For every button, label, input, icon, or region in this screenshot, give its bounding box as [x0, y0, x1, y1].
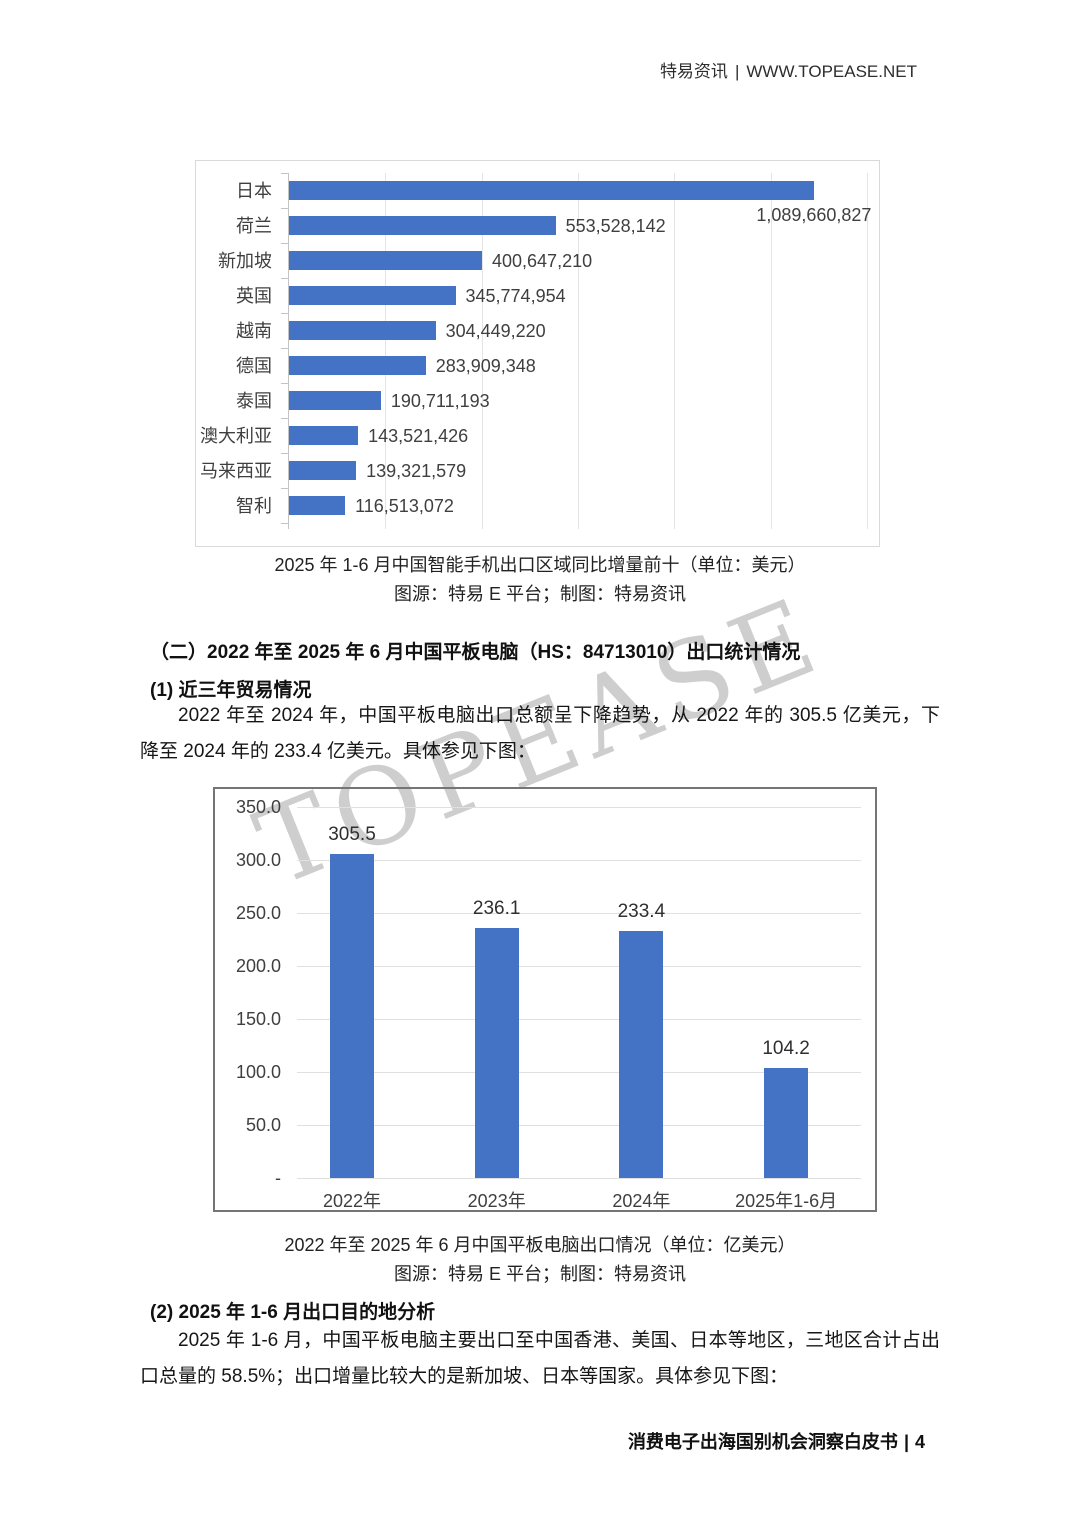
- gridline: [578, 173, 579, 529]
- chart-bar: [289, 181, 814, 200]
- chart2-title: 2022 年至 2025 年 6 月中国平板电脑出口情况（单位：亿美元）: [284, 1235, 796, 1255]
- axis-tick-mark: [281, 348, 289, 349]
- gridline: [297, 1072, 861, 1073]
- x-category-label: 2024年: [612, 1191, 671, 1211]
- brand-name: 特易资讯: [659, 62, 728, 81]
- gridline: [297, 1125, 861, 1126]
- value-label: 400,647,210: [492, 251, 593, 271]
- value-label: 345,774,954: [465, 286, 566, 306]
- chart-bar: [289, 496, 346, 515]
- value-label: 236.1: [472, 897, 521, 919]
- gridline: [385, 173, 387, 529]
- y-tick-label: -: [275, 1168, 281, 1188]
- page-header: 特易资讯 | WWW.TOPEASE.NET: [660, 57, 917, 82]
- gridline: [297, 913, 861, 914]
- value-label: 139,321,579: [366, 461, 467, 481]
- chart1-source: 图源：特易 E 平台；制图：特易资讯: [393, 584, 686, 604]
- gridline: [481, 173, 483, 529]
- category-label: 澳大利亚: [200, 426, 272, 446]
- axis-tick-mark: [281, 243, 289, 244]
- y-tick-label: 150.0: [235, 1009, 281, 1029]
- smartphone-export-bar-chart: 日本荷兰新加坡英国越南德国泰国澳大利亚马来西亚智利 1,089,660,827 5…: [195, 160, 880, 547]
- footer-title: 消费电子出海国别机会洞察白皮书: [627, 1432, 898, 1452]
- value-label: 283,909,348: [435, 356, 536, 376]
- y-tick-label: 50.0: [245, 1115, 281, 1135]
- site-url: WWW.TOPEASE.NET: [746, 62, 917, 81]
- gridline: [770, 173, 772, 529]
- section-heading: （二）2022 年至 2025 年 6 月中国平板电脑（HS：84713010）…: [150, 642, 801, 663]
- value-label: 553,528,142: [565, 216, 666, 236]
- chart-bar: [764, 1067, 809, 1178]
- gridline: [674, 173, 676, 529]
- category-label: 日本: [236, 181, 272, 201]
- category-label: 泰国: [236, 391, 272, 411]
- subsection-2-heading: (2) 2025 年 1-6 月出口目的地分析: [150, 1302, 436, 1323]
- y-tick-label: 250.0: [235, 903, 281, 923]
- chart-bar: [289, 391, 381, 410]
- chart-bar: [474, 927, 519, 1178]
- category-label: 智利: [236, 496, 272, 516]
- category-label: 越南: [236, 321, 272, 341]
- axis-tick-mark: [281, 488, 289, 489]
- category-label: 马来西亚: [200, 461, 272, 481]
- chart2-source: 图源：特易 E 平台；制图：特易资讯: [393, 1264, 686, 1284]
- axis-tick-mark: [281, 418, 289, 419]
- axis-tick-mark: [281, 383, 289, 384]
- x-category-label: 2023年: [467, 1191, 526, 1211]
- chart-bar: [330, 854, 374, 1178]
- tablet-export-bar-chart: 350.0 300.0 250.0 200.0 150.0 100.0 50.0 - 305.5…: [213, 787, 877, 1212]
- axis-tick-mark: [281, 313, 289, 314]
- gridline: [297, 807, 861, 808]
- value-label: 116,513,072: [355, 496, 454, 516]
- chart-bar: [289, 461, 357, 480]
- chart1-caption: 2025 年 1-6 月中国智能手机出口区域同比增量前十（单位：美元） 图源：特…: [140, 551, 940, 609]
- gridline: [867, 173, 868, 529]
- chart-bar: [289, 216, 556, 235]
- y-tick-label: 350.0: [235, 797, 281, 817]
- category-label: 英国: [236, 286, 272, 306]
- value-label: 190,711,193: [390, 391, 490, 411]
- value-label: 233.4: [617, 900, 666, 922]
- x-category-label: 2025年1-6月: [735, 1191, 838, 1211]
- gridline: [297, 1019, 861, 1020]
- axis-tick-mark: [281, 453, 289, 454]
- category-label: 荷兰: [236, 216, 272, 236]
- paragraph-destination-analysis: 2025 年 1-6 月，中国平板电脑主要出口至中国香港、美国、日本等地区，三地…: [140, 1330, 940, 1387]
- y-tick-label: 100.0: [235, 1062, 281, 1082]
- chart1-title: 2025 年 1-6 月中国智能手机出口区域同比增量前十（单位：美元）: [274, 555, 806, 575]
- subsection-1-heading: (1) 近三年贸易情况: [150, 680, 312, 701]
- y-tick-label: 200.0: [235, 956, 281, 976]
- axis-tick-mark: [281, 278, 289, 279]
- chart-bar: [289, 321, 436, 340]
- value-label: 104.2: [762, 1037, 810, 1059]
- value-label: 305.5: [328, 824, 376, 846]
- chart-bar: [289, 286, 456, 305]
- chart1-plot-area: 1,089,660,827 553,528,142 400,647,210 345,7…: [281, 173, 871, 529]
- chart-bar: [619, 930, 664, 1178]
- header-separator: |: [734, 62, 740, 81]
- category-label: 德国: [236, 356, 272, 376]
- gridline: [297, 966, 861, 967]
- chart-bar: [289, 356, 426, 375]
- axis-tick-mark: [281, 208, 289, 209]
- gridline: [297, 860, 861, 861]
- axis-tick-mark: [281, 523, 289, 524]
- value-label: 304,449,220: [445, 321, 546, 341]
- footer-page-number: 4: [914, 1432, 925, 1452]
- gridline: [297, 1178, 861, 1179]
- page-footer: 消费电子出海国别机会洞察白皮书 | 4: [628, 1428, 925, 1454]
- category-label: 新加坡: [218, 251, 272, 271]
- footer-separator: |: [903, 1432, 909, 1452]
- chart-bar: [289, 251, 482, 270]
- y-tick-label: 300.0: [235, 850, 281, 870]
- chart-bar: [289, 426, 359, 445]
- x-category-label: 2022年: [322, 1191, 382, 1211]
- value-label: 1,089,660,827: [756, 205, 872, 225]
- chart1-category-axis: 日本荷兰新加坡英国越南德国泰国澳大利亚马来西亚智利: [196, 173, 278, 529]
- paragraph-trade-trend: 2022 年至 2024 年，中国平板电脑出口总额呈下降趋势，从 2022 年的…: [140, 705, 940, 762]
- value-label: 143,521,426: [368, 426, 469, 446]
- axis-tick-mark: [281, 173, 289, 174]
- chart2-caption: 2022 年至 2025 年 6 月中国平板电脑出口情况（单位：亿美元） 图源：…: [140, 1231, 940, 1289]
